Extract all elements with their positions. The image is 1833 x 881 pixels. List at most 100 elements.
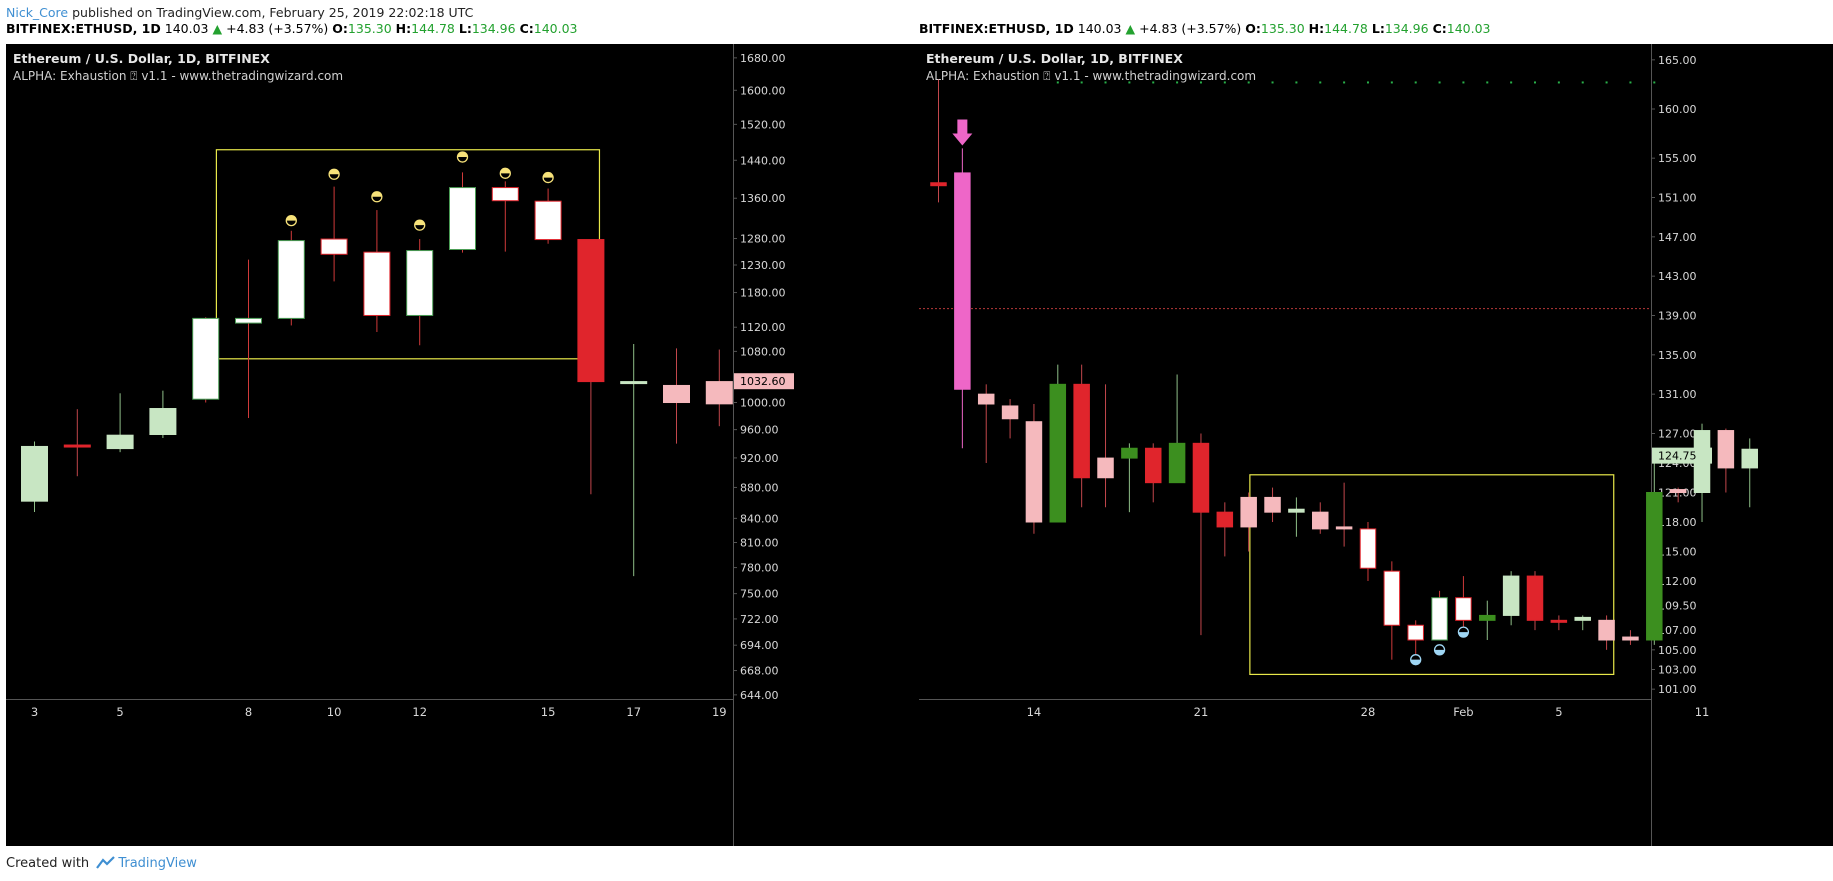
candle-body [106, 434, 134, 450]
candle-body [235, 317, 262, 324]
low-value: 134.96 [471, 21, 516, 36]
marker-fill [286, 215, 297, 221]
candle-body [1741, 448, 1758, 469]
indicator-dot [1199, 81, 1202, 84]
indicator-label: ALPHA: Exhaustion ⍰ v1.1 - www.thetradin… [13, 69, 343, 83]
indicator-dot [1366, 81, 1369, 84]
candle [1741, 438, 1758, 508]
marker-fill [543, 172, 554, 178]
candle [149, 390, 177, 438]
candlestick-chart-left[interactable]: Ethereum / U.S. Dollar, 1D, BITFINEX ALPH… [6, 44, 921, 846]
price-tick-label: 151.00 [1658, 192, 1697, 205]
price-tick-label: 1680.00 [740, 52, 786, 65]
marker-fill [371, 191, 382, 197]
indicator-dot [1462, 81, 1465, 84]
symbol-info-left: BITFINEX:ETHUSD, 1D 140.03 ▲ +4.83 (+3.5… [6, 21, 578, 36]
candle-body [977, 393, 995, 405]
price-tick-label: 880.00 [740, 481, 779, 494]
candle-body [1383, 570, 1401, 626]
tradingview-link[interactable]: TradingView [118, 856, 197, 871]
time-tick-label: 28 [1361, 705, 1376, 719]
price-tick-label: 1600.00 [740, 84, 786, 97]
high-label: H: [1308, 21, 1325, 36]
candle [406, 239, 434, 346]
candle [1693, 423, 1711, 522]
high-label: H: [395, 21, 412, 36]
candle-body [1168, 442, 1186, 484]
price-tick-label: 101.00 [1658, 683, 1697, 696]
candle-body [21, 445, 48, 502]
last-price-box [1652, 447, 1712, 464]
price-tick-label: 1440.00 [740, 154, 786, 167]
sell-arrow-icon [952, 119, 973, 146]
price-tick-label: 109.50 [1658, 600, 1697, 613]
price-tick-label: 127.00 [1658, 428, 1697, 441]
candle-body [63, 444, 91, 448]
price-tick-label: 143.00 [1658, 270, 1697, 283]
time-tick-label: Feb [1453, 705, 1473, 719]
candle [1001, 399, 1019, 439]
marker-fill [457, 152, 468, 158]
candle [1431, 590, 1448, 641]
time-tick-label: 5 [1555, 705, 1562, 719]
candle-body [1288, 508, 1305, 513]
candle-body [577, 239, 605, 383]
candle-body [1144, 447, 1162, 484]
candle-body [1192, 442, 1210, 513]
candle [1168, 374, 1186, 484]
symbol-price: 140.03 [1077, 21, 1122, 36]
candle [705, 349, 733, 427]
candle-body [1669, 489, 1687, 493]
indicator-dot [1056, 81, 1059, 84]
candle [1502, 571, 1520, 626]
candle [977, 384, 995, 463]
open-value: 135.30 [347, 21, 392, 36]
candle [1097, 384, 1114, 508]
marker-fill [1434, 649, 1445, 655]
candle [1598, 615, 1615, 650]
candle-body [1479, 614, 1496, 621]
candle [1312, 502, 1329, 534]
chart-title: Ethereum / U.S. Dollar, 1D, BITFINEX [926, 51, 1183, 66]
price-tick-label: 105.00 [1658, 644, 1697, 657]
candle [1192, 433, 1210, 636]
candle [192, 317, 220, 403]
candle [1622, 630, 1639, 645]
candle-body [930, 182, 947, 187]
marker-fill [1410, 659, 1421, 665]
candle [1526, 571, 1544, 631]
candle-body [1717, 430, 1735, 469]
exhaustion-top-marker [285, 214, 297, 227]
candle [491, 181, 519, 252]
author-link[interactable]: Nick_Core [6, 5, 69, 20]
candle [1717, 428, 1735, 493]
candle-body [1025, 421, 1043, 523]
candle-body [1049, 383, 1067, 523]
candle [1335, 482, 1353, 547]
candlestick-chart-right[interactable]: Ethereum / U.S. Dollar, 1D, BITFINEX ALPH… [919, 44, 1833, 846]
candle-body [1598, 619, 1615, 641]
candle [1049, 364, 1067, 523]
indicator-dot [1438, 81, 1441, 84]
chart-panel-left[interactable]: Ethereum / U.S. Dollar, 1D, BITFINEX ALPH… [6, 44, 921, 846]
candle-body [663, 384, 690, 404]
indicator-dot [1581, 81, 1584, 84]
candle-body [1407, 624, 1424, 641]
candle-body [149, 408, 177, 435]
exhaustion-top-marker [328, 168, 340, 180]
publish-text: published on TradingView.com, February 2… [72, 5, 474, 20]
price-tick-label: 644.00 [740, 689, 779, 702]
marker-fill [414, 220, 425, 226]
price-tick-label: 107.00 [1658, 624, 1697, 637]
open-value: 135.30 [1260, 21, 1305, 36]
price-tick-label: 131.00 [1658, 388, 1697, 401]
indicator-label: ALPHA: Exhaustion ⍰ v1.1 - www.thetradin… [926, 69, 1256, 83]
chart-panel-right[interactable]: Ethereum / U.S. Dollar, 1D, BITFINEX ALPH… [919, 44, 1833, 846]
candle-body [1121, 447, 1138, 459]
footer: Created with TradingView [6, 856, 197, 871]
time-tick-label: 19 [712, 705, 727, 719]
indicator-dot [1176, 81, 1179, 84]
symbol-info-right: BITFINEX:ETHUSD, 1D 140.03 ▲ +4.83 (+3.5… [919, 21, 1491, 36]
candle-body [620, 381, 648, 385]
candle [663, 348, 690, 444]
